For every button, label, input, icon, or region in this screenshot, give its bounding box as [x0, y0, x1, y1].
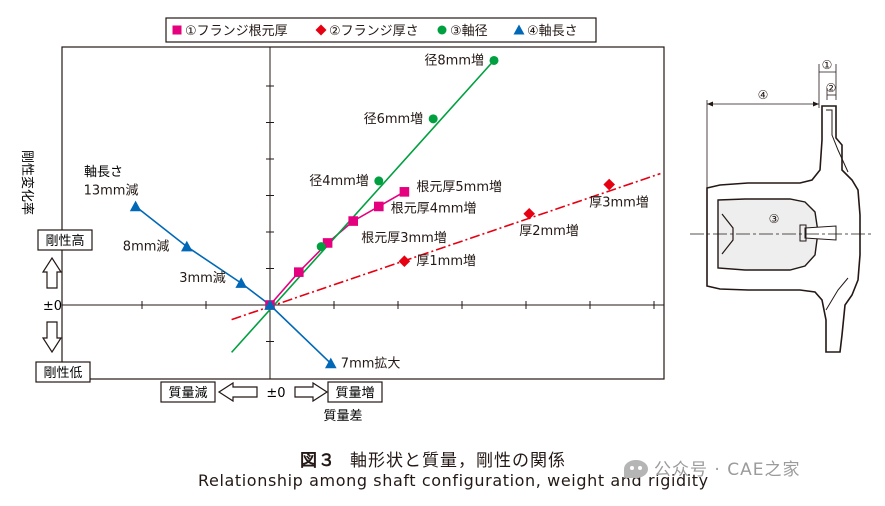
chart-legend: ①フランジ根元厚 ②フランジ厚さ ③軸径 ④軸長さ: [165, 17, 597, 43]
series-2-point: [603, 178, 615, 191]
flange-inner-edge: [826, 109, 849, 173]
weight-increase-box: [327, 381, 383, 403]
point-label: 厚1mm増: [416, 254, 476, 269]
legend-marker-3: [437, 25, 447, 35]
arrow-right-icon: [294, 381, 329, 403]
flange-lower-edge: [825, 277, 849, 311]
arrow-up-icon: [41, 256, 63, 289]
watermark-text: 公众号 · CAE之家: [654, 460, 801, 480]
series-2-point: [523, 207, 535, 220]
series-1-point: [374, 201, 384, 212]
series-2-point: [398, 255, 411, 267]
point-label: 径8mm増: [424, 53, 484, 68]
figure-caption-en: Relationship among shaft configuration, …: [198, 471, 709, 490]
weight-increase-label: 質量増: [335, 386, 374, 401]
legend-box: [165, 17, 597, 43]
series-3-point: [316, 242, 326, 252]
shaft-length-annotation: 軸長さ: [84, 165, 123, 180]
series-3-point: [374, 176, 384, 186]
series-3-point: [489, 55, 499, 65]
pin-head: [799, 224, 807, 242]
legend-entry-3: ③軸径: [450, 24, 488, 39]
series-1-point: [348, 216, 358, 226]
x-axis-annotations: 質量減 ±0 質量増 質量差: [160, 381, 383, 424]
y-axis-annotations: 剛性変化率 剛性高 ±0 剛性低: [19, 150, 93, 383]
legend-marker-2: [315, 24, 327, 36]
plot-area: [61, 46, 665, 380]
point-label: 8mm減: [123, 239, 170, 255]
series-4-point: [325, 357, 337, 369]
figure-number: 図３: [300, 451, 336, 471]
diagram-label-2: ②: [826, 81, 837, 95]
rigidity-high-label: 剛性高: [45, 233, 84, 249]
center-pin: [804, 225, 837, 241]
series-line-3: [231, 59, 495, 353]
legend-entry-1: ①フランジ根元厚: [185, 24, 288, 39]
arrow-down-icon: [41, 321, 63, 354]
y-origin-label: ±0: [43, 299, 62, 314]
point-label: 根元厚5mm増: [416, 180, 502, 195]
y-axis-title: 剛性変化率: [19, 150, 35, 215]
point-label: 径6mm増: [364, 112, 424, 127]
plot-frame: [61, 46, 665, 380]
weight-decrease-box: [160, 381, 216, 403]
series-1-point: [294, 267, 304, 277]
point-label: 径4mm増: [309, 174, 369, 189]
series-3-point: [428, 114, 438, 124]
figure-title-jp: 軸形状と質量，剛性の関係: [350, 451, 566, 471]
series-line-2: [231, 172, 661, 321]
diagram-label-3: ③: [769, 212, 780, 226]
legend-marker-1: [172, 25, 182, 35]
x-origin-label: ±0: [266, 386, 285, 401]
figure-caption-jp: 図３ 軸形状と質量，剛性の関係: [300, 446, 566, 471]
series-4-point: [129, 200, 142, 212]
diagram-label-4: ④: [758, 88, 769, 102]
series-4-point: [264, 299, 276, 310]
diagram-label-1: ①: [822, 58, 833, 72]
weight-decrease-label: 質量減: [168, 385, 207, 401]
legend-marker-4: [513, 24, 525, 35]
rigidity-low-box: [35, 361, 91, 383]
x-axis-title: 質量差: [323, 409, 362, 424]
rigidity-high-box: [37, 229, 93, 251]
point-label: 根元厚4mm増: [391, 201, 477, 216]
shaft-bore: [717, 198, 819, 271]
series-4-point: [181, 240, 193, 252]
point-label: 厚2mm増: [519, 224, 579, 239]
point-label: 13mm減: [84, 182, 139, 198]
series-line-4: [135, 205, 332, 364]
point-label: 3mm減: [179, 270, 226, 286]
rigidity-low-label: 剛性低: [43, 366, 82, 381]
legend-entry-4: ④軸長さ: [527, 24, 578, 39]
shaft-cross-section-diagram: ① ② ③ ④: [690, 58, 872, 353]
watermark: 公众号 · CAE之家: [624, 455, 800, 480]
series-1-point: [399, 187, 410, 197]
point-label: 厚3mm増: [589, 196, 649, 211]
series-4-point: [235, 277, 247, 288]
legend-entry-2: ②フランジ厚さ: [329, 24, 419, 39]
point-label: 根元厚3mm増: [361, 231, 447, 246]
wechat-icon: [624, 460, 648, 478]
arrow-left-icon: [217, 381, 258, 403]
point-label: 7mm拡大: [341, 356, 401, 371]
